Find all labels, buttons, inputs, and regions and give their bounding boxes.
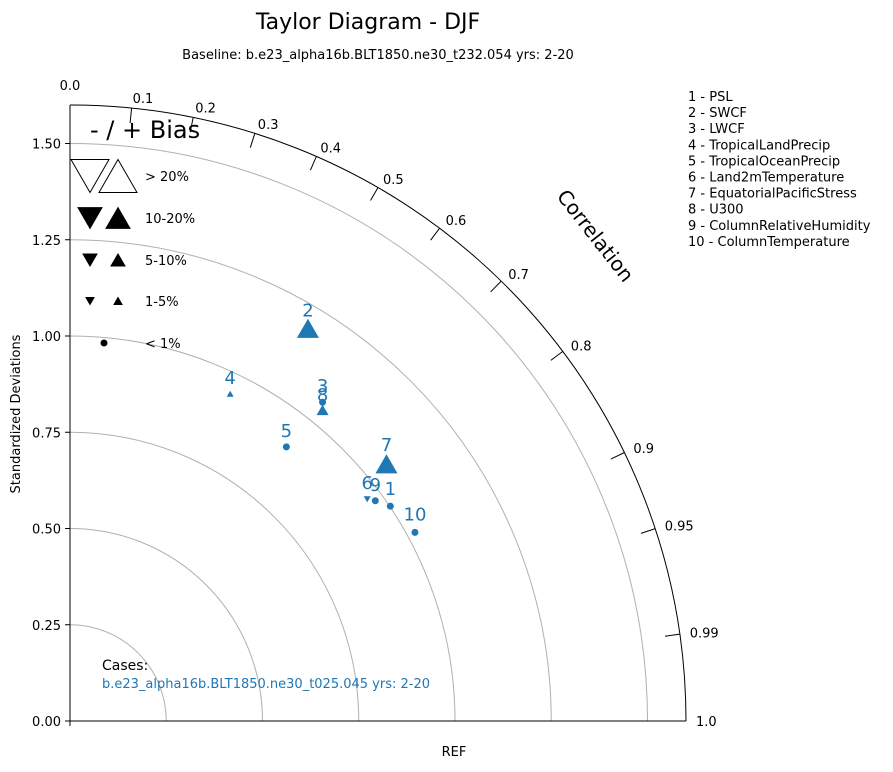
chart-subtitle: Baseline: b.e23_alpha16b.BLT1850.ne30_t2… — [182, 48, 574, 63]
variable-list-item: 5 - TropicalOceanPrecip — [688, 154, 840, 169]
data-point-1 — [386, 502, 394, 510]
data-point-6 — [363, 496, 371, 503]
bias-legend-label: > 20% — [145, 170, 189, 185]
bias-up-triangle — [113, 296, 123, 305]
data-point-label: 2 — [302, 300, 313, 321]
variable-list-item: 6 - Land2mTemperature — [688, 171, 844, 186]
data-point-3 — [319, 398, 327, 406]
y-tick-label: 0.00 — [32, 715, 61, 730]
y-tick-label: 0.25 — [32, 619, 61, 634]
correlation-label: Correlation — [552, 185, 639, 287]
bias-legend: - / + Bias > 20% 10-20% 5-10% 1-5% < 1% — [70, 116, 200, 352]
corr-tick-label: 0.9 — [633, 442, 654, 457]
data-point-label: 1 — [385, 479, 396, 500]
data-point-10 — [411, 528, 419, 536]
y-tick-label: 1.25 — [32, 234, 61, 249]
data-point-2 — [296, 318, 319, 338]
std-ring — [69, 431, 360, 722]
bias-down-triangle — [82, 253, 98, 268]
corr-tick — [430, 227, 441, 241]
grid-layer — [69, 143, 648, 722]
outer-arc — [69, 104, 687, 722]
x-axis-label: REF — [442, 745, 467, 760]
std-ring — [69, 239, 552, 722]
variable-list-item: 9 - ColumnRelativeHumidity — [688, 219, 871, 234]
data-point-label: 3 — [317, 376, 328, 397]
corr-tick-label: 0.4 — [320, 141, 341, 156]
bias-legend-label: 10-20% — [145, 212, 195, 227]
corr-tick — [189, 117, 194, 133]
std-ring — [69, 335, 456, 722]
data-point-label: 6 — [361, 473, 372, 494]
variable-list-item: 1 - PSL — [688, 90, 733, 105]
variable-list-item: 3 - LWCF — [688, 122, 745, 137]
chart-title: Taylor Diagram - DJF — [255, 10, 480, 35]
bias-legend-title: - / + Bias — [90, 116, 200, 144]
cases-label: Cases: — [102, 658, 148, 674]
std-ring — [69, 528, 263, 722]
bias-legend-label: < 1% — [145, 337, 181, 352]
corr-tick — [664, 633, 680, 637]
data-point-label: 9 — [370, 475, 381, 496]
corr-tick-label: 0.6 — [446, 214, 467, 229]
variable-list-item: 8 - U300 — [688, 203, 744, 218]
bias-down-triangle — [85, 297, 95, 306]
y-tick-label: 1.50 — [32, 138, 61, 153]
case-name: b.e23_alpha16b.BLT1850.ne30_t025.045 yrs… — [102, 677, 430, 692]
data-point-label: 10 — [404, 504, 427, 525]
data-point-4 — [226, 390, 234, 397]
std-ring — [69, 143, 648, 722]
bias-down-triangle — [77, 207, 103, 230]
corr-tick — [370, 187, 379, 201]
corr-tick-label: 0.1 — [133, 92, 154, 107]
corr-tick — [640, 528, 656, 534]
variable-list-item: 4 - TropicalLandPrecip — [688, 138, 830, 153]
corr-tick — [309, 156, 317, 171]
data-point-label: 4 — [224, 368, 235, 389]
bias-up-triangle — [98, 158, 138, 193]
y-tick-label: 1.00 — [32, 330, 61, 345]
corr-tick-label: 0.0 — [60, 79, 81, 94]
corr-tick — [550, 350, 564, 361]
data-point-9 — [371, 497, 379, 505]
corr-tick-label: 0.8 — [571, 339, 592, 354]
data-point-5 — [282, 443, 290, 451]
variable-list-item: 2 - SWCF — [688, 106, 747, 121]
y-axis-label: Standardized Deviations — [9, 334, 24, 493]
corr-tick-label: 0.5 — [383, 173, 404, 188]
axis-layer: 0.000.250.500.751.001.251.500.00.10.20.3… — [32, 79, 719, 730]
data-point-7 — [375, 454, 398, 474]
y-tick-label: 0.50 — [32, 523, 61, 538]
bias-legend-label: 1-5% — [145, 295, 179, 310]
bias-dot-marker — [100, 339, 108, 347]
data-point-label: 8 — [317, 385, 328, 406]
bias-up-triangle — [105, 206, 131, 229]
data-points: 1 2 3 4 5 67 8 9 10 — [224, 300, 426, 536]
corr-tick-label: 0.95 — [665, 520, 694, 535]
bias-down-triangle — [70, 159, 110, 194]
data-point-label: 7 — [381, 435, 392, 456]
corr-tick-label: 0.2 — [195, 102, 216, 117]
data-point-8 — [316, 404, 329, 416]
corr-tick-label: 0.99 — [690, 627, 719, 642]
bias-up-triangle — [110, 252, 126, 267]
corr-tick — [249, 133, 256, 148]
corr-tick-label: 1.0 — [696, 715, 717, 730]
corr-tick — [610, 452, 625, 460]
bias-legend-label: 5-10% — [145, 254, 187, 269]
data-point-label: 5 — [281, 421, 292, 442]
corr-tick-label: 0.3 — [258, 118, 279, 133]
variable-list-item: 7 - EquatorialPacificStress — [688, 187, 857, 202]
corr-tick — [490, 280, 502, 293]
corr-tick-label: 0.7 — [508, 268, 529, 283]
variable-list-item: 10 - ColumnTemperature — [688, 235, 850, 250]
std-ring — [69, 624, 167, 722]
y-tick-label: 0.75 — [32, 426, 61, 441]
corr-tick — [129, 108, 133, 124]
